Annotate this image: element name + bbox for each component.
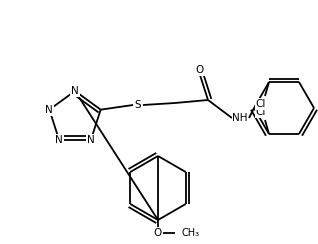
Text: S: S <box>135 100 141 110</box>
Text: O: O <box>154 228 162 238</box>
Text: O: O <box>196 65 204 75</box>
Text: Cl: Cl <box>256 99 266 109</box>
Text: N: N <box>87 135 95 145</box>
Text: Cl: Cl <box>256 107 266 117</box>
Text: NH: NH <box>232 113 248 123</box>
Text: N: N <box>45 105 53 115</box>
Text: N: N <box>55 135 63 145</box>
Text: CH₃: CH₃ <box>181 228 199 238</box>
Text: N: N <box>71 86 79 96</box>
